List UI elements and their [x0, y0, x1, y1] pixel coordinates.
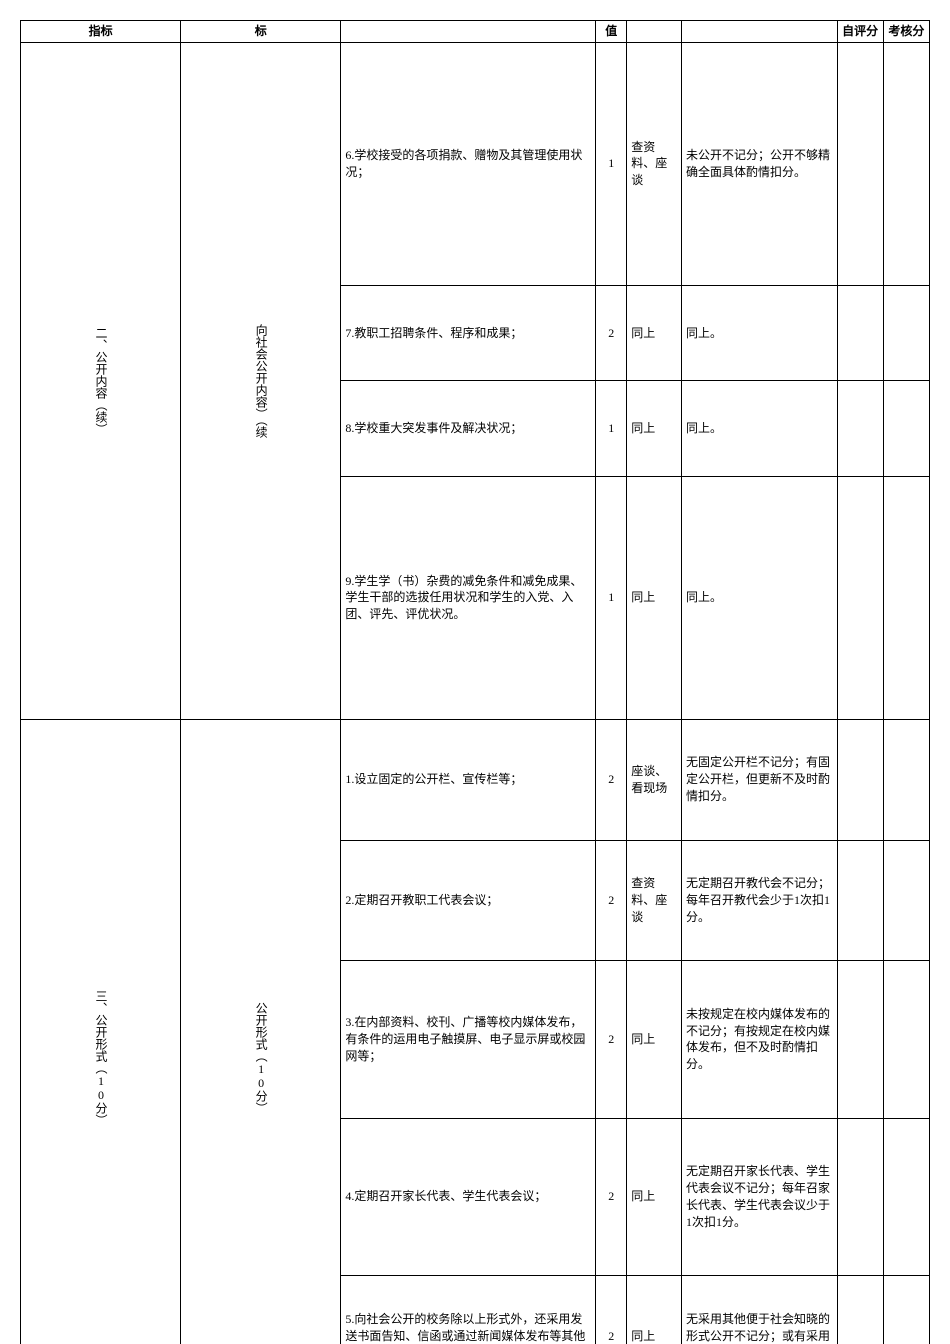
- cell-criteria: 无采用其他便于社会知晓的形式公开不记分；或有采用但不及时酌情扣分。: [682, 1276, 838, 1344]
- cell-method: 同上: [627, 1118, 682, 1275]
- evaluation-table: 指标 标 值 自评分 考核分 二、公开内容（续）向社会公开内容）（续6.学校接受…: [20, 20, 930, 1344]
- cell-selfscore[interactable]: [837, 476, 883, 719]
- cell-value: 2: [596, 1276, 627, 1344]
- cell-description: 8.学校重大突发事件及解决状况；: [341, 381, 596, 477]
- cell-method: 查资料、座谈: [627, 840, 682, 961]
- header-selfscore: 自评分: [837, 21, 883, 43]
- cell-value: 1: [596, 381, 627, 477]
- cell-selfscore[interactable]: [837, 381, 883, 477]
- header-criteria: [682, 21, 838, 43]
- cell-value: 2: [596, 285, 627, 381]
- cell-value: 2: [596, 961, 627, 1118]
- table-row: 二、公开内容（续）向社会公开内容）（续6.学校接受的各项捐款、赠物及其管理使用状…: [21, 42, 930, 285]
- table-row: 三、公开形式（10分）公开形式（10分）1.设立固定的公开栏、宣传栏等；2座谈、…: [21, 719, 930, 840]
- cell-assessscore[interactable]: [883, 961, 929, 1118]
- section-indicator: 二、公开内容（续）: [21, 42, 181, 719]
- cell-selfscore[interactable]: [837, 961, 883, 1118]
- cell-method: 同上: [627, 476, 682, 719]
- cell-description: 7.教职工招聘条件、程序和成果；: [341, 285, 596, 381]
- cell-method: 同上: [627, 961, 682, 1118]
- cell-description: 1.设立固定的公开栏、宣传栏等；: [341, 719, 596, 840]
- cell-selfscore[interactable]: [837, 1276, 883, 1344]
- section-sub: 向社会公开内容）（续: [181, 42, 341, 719]
- cell-value: 2: [596, 840, 627, 961]
- cell-criteria: 未公开不记分；公开不够精确全面具体酌情扣分。: [682, 42, 838, 285]
- cell-selfscore[interactable]: [837, 42, 883, 285]
- cell-assessscore[interactable]: [883, 381, 929, 477]
- cell-method: 座谈、看现场: [627, 719, 682, 840]
- cell-value: 2: [596, 719, 627, 840]
- header-assessscore: 考核分: [883, 21, 929, 43]
- cell-criteria: 同上。: [682, 476, 838, 719]
- header-indicator: 指标: [21, 21, 181, 43]
- cell-criteria: 无固定公开栏不记分；有固定公开栏，但更新不及时酌情扣分。: [682, 719, 838, 840]
- cell-criteria: 无定期召开家长代表、学生代表会议不记分；每年召家长代表、学生代表会议少于1次扣1…: [682, 1118, 838, 1275]
- cell-assessscore[interactable]: [883, 840, 929, 961]
- cell-value: 1: [596, 476, 627, 719]
- cell-method: 同上: [627, 1276, 682, 1344]
- cell-assessscore[interactable]: [883, 476, 929, 719]
- cell-value: 1: [596, 42, 627, 285]
- cell-selfscore[interactable]: [837, 719, 883, 840]
- header-value: 值: [596, 21, 627, 43]
- cell-method: 查资料、座谈: [627, 42, 682, 285]
- cell-criteria: 同上。: [682, 381, 838, 477]
- cell-assessscore[interactable]: [883, 285, 929, 381]
- cell-description: 3.在内部资料、校刊、广播等校内媒体发布，有条件的运用电子触摸屏、电子显示屏或校…: [341, 961, 596, 1118]
- cell-method: 同上: [627, 381, 682, 477]
- header-desc: [341, 21, 596, 43]
- cell-assessscore[interactable]: [883, 1276, 929, 1344]
- cell-value: 2: [596, 1118, 627, 1275]
- cell-description: 9.学生学（书）杂费的减免条件和减免成果、学生干部的选拔任用状况和学生的入党、入…: [341, 476, 596, 719]
- cell-assessscore[interactable]: [883, 42, 929, 285]
- cell-description: 6.学校接受的各项捐款、赠物及其管理使用状况；: [341, 42, 596, 285]
- cell-description: 2.定期召开教职工代表会议；: [341, 840, 596, 961]
- cell-description: 4.定期召开家长代表、学生代表会议；: [341, 1118, 596, 1275]
- cell-method: 同上: [627, 285, 682, 381]
- section-indicator: 三、公开形式（10分）: [21, 719, 181, 1344]
- cell-criteria: 同上。: [682, 285, 838, 381]
- cell-assessscore[interactable]: [883, 719, 929, 840]
- cell-selfscore[interactable]: [837, 1118, 883, 1275]
- header-method: [627, 21, 682, 43]
- cell-assessscore[interactable]: [883, 1118, 929, 1275]
- cell-selfscore[interactable]: [837, 840, 883, 961]
- header-sub: 标: [181, 21, 341, 43]
- cell-criteria: 未按规定在校内媒体发布的不记分；有按规定在校内媒体发布，但不及时酌情扣分。: [682, 961, 838, 1118]
- section-sub: 公开形式（10分）: [181, 719, 341, 1344]
- cell-selfscore[interactable]: [837, 285, 883, 381]
- cell-description: 5.向社会公开的校务除以上形式外，还采用发送书面告知、信函或通过新闻媒体发布等其…: [341, 1276, 596, 1344]
- cell-criteria: 无定期召开教代会不记分；每年召开教代会少于1次扣1分。: [682, 840, 838, 961]
